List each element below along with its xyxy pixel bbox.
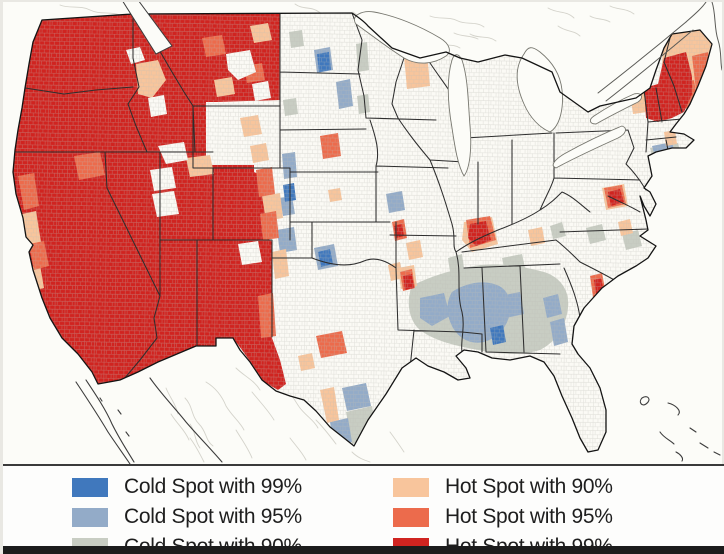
bahamas-islands: [639, 396, 721, 462]
frame-left-edge: [0, 0, 3, 554]
legend-item-cold-99: Cold Spot with 99%: [72, 476, 302, 498]
legend-label-cold-95: Cold Spot with 95%: [124, 505, 302, 528]
legend-swatch-hot-95: [393, 507, 429, 527]
map-legend: Cold Spot with 99% Cold Spot with 95% Co…: [0, 464, 724, 554]
legend-item-hot-95: Hot Spot with 95%: [393, 506, 613, 528]
legend-label-cold-99: Cold Spot with 99%: [124, 475, 302, 498]
legend-swatch-hot-90: [393, 477, 429, 497]
legend-item-hot-90: Hot Spot with 90%: [393, 476, 613, 498]
legend-swatch-cold-99: [72, 477, 108, 497]
frame-top-edge: [0, 0, 724, 2]
great-lakes: [354, 11, 642, 177]
state-boundaries: [15, 13, 683, 380]
lake-michigan: [447, 54, 472, 177]
legend-item-cold-95: Cold Spot with 95%: [72, 506, 302, 528]
legend-label-hot-90: Hot Spot with 90%: [445, 475, 613, 498]
frame-right-edge: [722, 0, 724, 464]
legend-label-hot-95: Hot Spot with 95%: [445, 505, 613, 528]
puget-sound-strait: [121, 0, 173, 55]
lake-superior: [354, 11, 450, 64]
st-lawrence-river: [597, 1, 723, 102]
lake-ontario: [589, 93, 642, 125]
mexico-hillshade-texture: [165, 367, 405, 463]
legend-swatch-cold-95: [72, 507, 108, 527]
baja-california-coastline: [75, 377, 223, 464]
us-county-hotspot-map: [12, 0, 723, 464]
lake-huron: [516, 47, 563, 133]
lake-erie: [552, 125, 626, 169]
bottom-bar: [0, 546, 724, 554]
county-boundaries-texture: [13, 13, 712, 452]
